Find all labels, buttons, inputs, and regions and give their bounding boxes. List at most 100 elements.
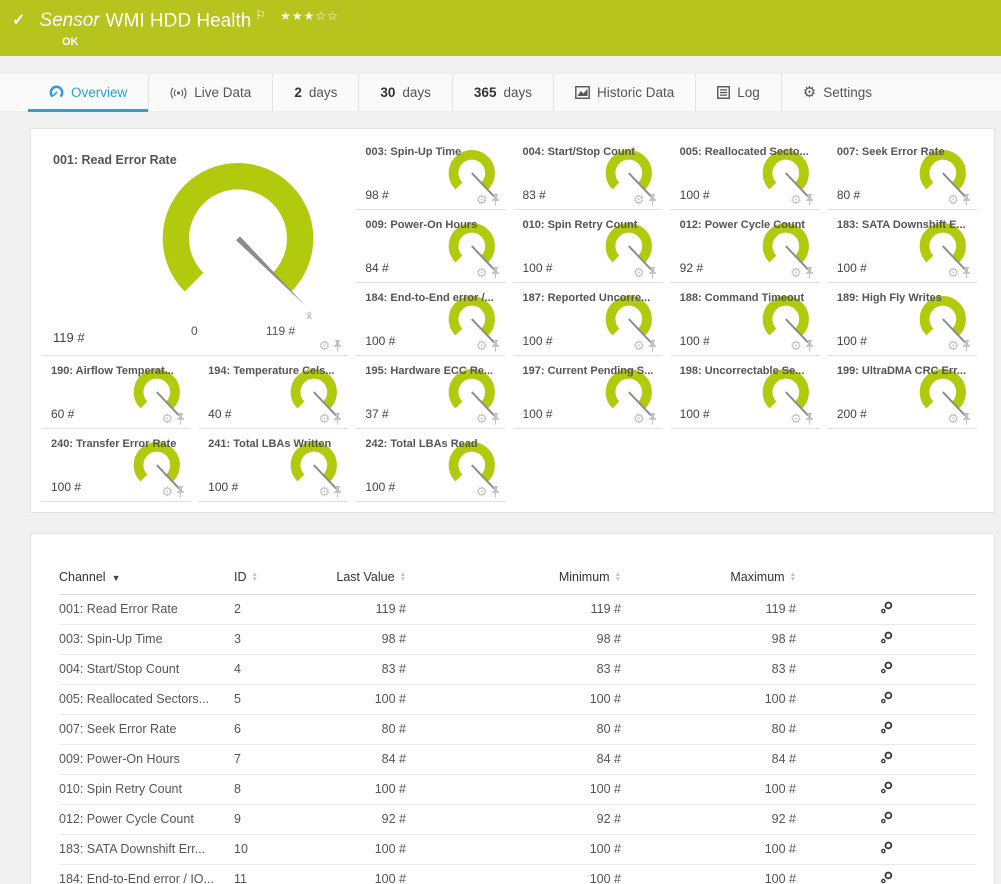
table-row[interactable]: 009: Power-On Hours 7 84 # 84 # 84 # (59, 744, 976, 774)
gauge-tile[interactable]: 198: Uncorrectable Se... 100 # ⚙ (670, 356, 820, 429)
table-row[interactable]: 001: Read Error Rate 2 119 # 119 # 119 # (59, 594, 976, 624)
gauge-tile[interactable]: 189: High Fly Writes 100 # ⚙ (827, 283, 977, 356)
pin-icon[interactable] (962, 194, 971, 206)
channel-settings-icon[interactable] (879, 780, 894, 798)
column-header-channel[interactable]: Channel▼ (59, 560, 234, 594)
pin-icon[interactable] (648, 267, 657, 279)
gauge-tile[interactable]: 010: Spin Retry Count 100 # ⚙ (513, 210, 663, 283)
gauge-tile[interactable]: 199: UltraDMA CRC Err... 200 # ⚙ (827, 356, 977, 429)
table-row[interactable]: 004: Start/Stop Count 4 83 # 83 # 83 # (59, 654, 976, 684)
column-header-maximum[interactable]: Maximum▲▼ (621, 560, 796, 594)
pin-icon[interactable] (805, 413, 814, 425)
pin-icon[interactable] (805, 194, 814, 206)
gauge-tile[interactable]: 241: Total LBAs Written 100 # ⚙ (198, 429, 348, 502)
gauge-tile[interactable]: 012: Power Cycle Count 92 # ⚙ (670, 210, 820, 283)
gauge-tile[interactable]: 005: Reallocated Secto... 100 # ⚙ (670, 137, 820, 210)
tab-settings[interactable]: ⚙ Settings (781, 74, 893, 111)
gear-icon[interactable]: ⚙ (162, 485, 174, 498)
gear-icon[interactable]: ⚙ (633, 412, 645, 425)
channel-settings-icon[interactable] (879, 600, 894, 618)
channel-settings-icon[interactable] (879, 840, 894, 858)
table-row[interactable]: 184: End-to-End error / IO... 11 100 # 1… (59, 864, 976, 884)
gear-icon[interactable]: ⚙ (947, 193, 959, 206)
table-row[interactable]: 005: Reallocated Sectors... 5 100 # 100 … (59, 684, 976, 714)
tab-overview[interactable]: Overview (28, 74, 148, 111)
gear-icon[interactable]: ⚙ (162, 412, 174, 425)
channel-settings-icon[interactable] (879, 810, 894, 828)
gauge-tile[interactable]: 004: Start/Stop Count 83 # ⚙ (513, 137, 663, 210)
channel-settings-icon[interactable] (879, 750, 894, 768)
table-row[interactable]: 012: Power Cycle Count 9 92 # 92 # 92 # (59, 804, 976, 834)
pin-icon[interactable] (805, 340, 814, 352)
gear-icon[interactable]: ⚙ (476, 266, 488, 279)
pin-icon[interactable] (491, 413, 500, 425)
tab-historic-data[interactable]: Historic Data (553, 74, 695, 111)
channel-settings-icon[interactable] (879, 870, 894, 884)
pin-icon[interactable] (648, 413, 657, 425)
pin-icon[interactable] (176, 413, 185, 425)
gauge-tile[interactable]: 195: Hardware ECC Re... 37 # ⚙ (355, 356, 505, 429)
gauge-tile[interactable]: 188: Command Timeout 100 # ⚙ (670, 283, 820, 356)
gear-icon[interactable]: ⚙ (790, 266, 802, 279)
gear-icon[interactable]: ⚙ (319, 339, 331, 352)
gauge-tile[interactable]: 242: Total LBAs Read 100 # ⚙ (355, 429, 505, 502)
gauge-tile[interactable]: 194: Temperature Cels... 40 # ⚙ (198, 356, 348, 429)
tab-2-days[interactable]: 2 days (272, 74, 358, 111)
gauge-tile[interactable]: 197: Current Pending S... 100 # ⚙ (513, 356, 663, 429)
channel-settings-icon[interactable] (879, 690, 894, 708)
column-header-last-value[interactable]: Last Value▲▼ (304, 560, 406, 594)
pin-icon[interactable] (491, 340, 500, 352)
table-row[interactable]: 003: Spin-Up Time 3 98 # 98 # 98 # (59, 624, 976, 654)
tab-365-days[interactable]: 365 days (452, 74, 553, 111)
table-row[interactable]: 183: SATA Downshift Err... 10 100 # 100 … (59, 834, 976, 864)
pin-icon[interactable] (805, 267, 814, 279)
stars-filled[interactable]: ★★★ (280, 9, 315, 23)
gear-icon[interactable]: ⚙ (476, 193, 488, 206)
column-header-id[interactable]: ID▲▼ (234, 560, 304, 594)
gear-icon[interactable]: ⚙ (790, 193, 802, 206)
pin-icon[interactable] (333, 340, 342, 352)
pin-icon[interactable] (333, 486, 342, 498)
gear-icon[interactable]: ⚙ (947, 412, 959, 425)
pin-icon[interactable] (962, 267, 971, 279)
stars-empty[interactable]: ☆☆ (315, 9, 339, 23)
pin-icon[interactable] (648, 194, 657, 206)
gear-icon[interactable]: ⚙ (319, 412, 331, 425)
channel-settings-icon[interactable] (879, 630, 894, 648)
gear-icon[interactable]: ⚙ (790, 412, 802, 425)
gear-icon[interactable]: ⚙ (633, 266, 645, 279)
gear-icon[interactable]: ⚙ (790, 339, 802, 352)
gauge-tile-primary[interactable]: 001: Read Error Rate x̄ 0 119 # 119 # ⚙ (41, 137, 348, 356)
gear-icon[interactable]: ⚙ (633, 193, 645, 206)
flag-icon[interactable]: ⚐ (255, 8, 266, 22)
gauge-tile[interactable]: 003: Spin-Up Time 98 # ⚙ (355, 137, 505, 210)
pin-icon[interactable] (962, 340, 971, 352)
gear-icon[interactable]: ⚙ (476, 485, 488, 498)
table-row[interactable]: 010: Spin Retry Count 8 100 # 100 # 100 … (59, 774, 976, 804)
gear-icon[interactable]: ⚙ (319, 485, 331, 498)
tab-live-data[interactable]: Live Data (148, 74, 272, 111)
gear-icon[interactable]: ⚙ (476, 412, 488, 425)
gauge-tile[interactable]: 007: Seek Error Rate 80 # ⚙ (827, 137, 977, 210)
pin-icon[interactable] (333, 413, 342, 425)
pin-icon[interactable] (962, 413, 971, 425)
gauge-tile[interactable]: 009: Power-On Hours 84 # ⚙ (355, 210, 505, 283)
channel-settings-icon[interactable] (879, 720, 894, 738)
table-row[interactable]: 007: Seek Error Rate 6 80 # 80 # 80 # (59, 714, 976, 744)
tab-30-days[interactable]: 30 days (358, 74, 452, 111)
column-header-minimum[interactable]: Minimum▲▼ (406, 560, 621, 594)
gauge-tile[interactable]: 184: End-to-End error /... 100 # ⚙ (355, 283, 505, 356)
pin-icon[interactable] (176, 486, 185, 498)
pin-icon[interactable] (491, 194, 500, 206)
gear-icon[interactable]: ⚙ (633, 339, 645, 352)
gauge-tile[interactable]: 190: Airflow Temperat... 60 # ⚙ (41, 356, 191, 429)
tab-log[interactable]: Log (695, 74, 781, 111)
gear-icon[interactable]: ⚙ (476, 339, 488, 352)
gear-icon[interactable]: ⚙ (947, 266, 959, 279)
pin-icon[interactable] (648, 340, 657, 352)
channel-settings-icon[interactable] (879, 660, 894, 678)
gear-icon[interactable]: ⚙ (947, 339, 959, 352)
pin-icon[interactable] (491, 267, 500, 279)
priority-stars[interactable]: ★★★☆☆ (280, 9, 339, 23)
gauge-tile[interactable]: 187: Reported Uncorre... 100 # ⚙ (513, 283, 663, 356)
